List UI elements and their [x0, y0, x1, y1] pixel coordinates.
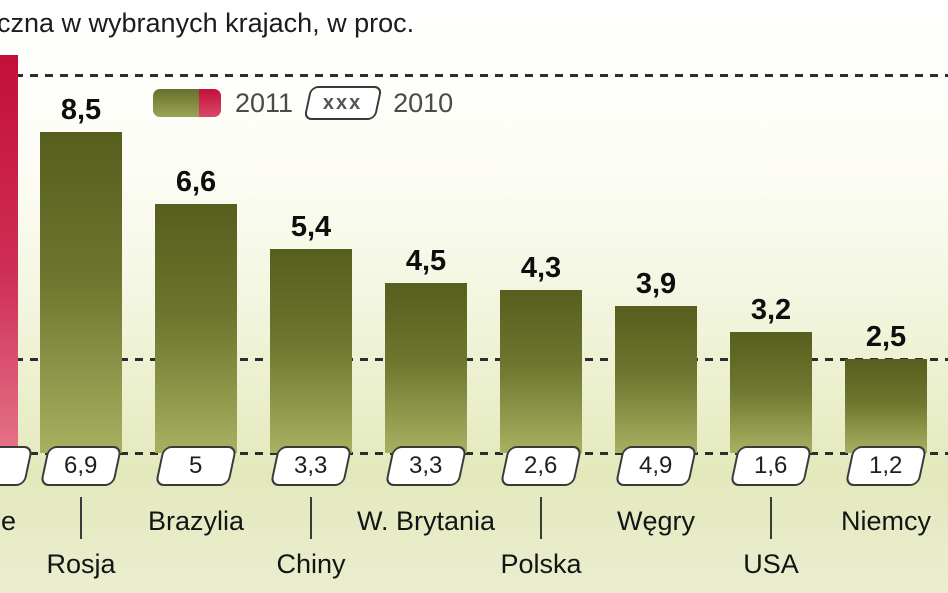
bar-2011-usa	[730, 332, 812, 453]
value-2010-polska: 2,6	[524, 452, 558, 479]
bar-2011-niemcy	[845, 358, 927, 453]
bar-2011-w-brytania	[385, 282, 467, 453]
country-label-niemcy: Niemcy	[840, 506, 931, 536]
legend-swatch-green	[153, 89, 199, 117]
value-2011-label-brazylia: 6,6	[175, 165, 217, 198]
value-2010-niemcy: 1,2	[869, 452, 903, 479]
country-label-polska: Polska	[500, 549, 582, 579]
legend-label-2011: 2011	[235, 87, 294, 118]
value-2011-label-w-gry: 3,9	[635, 267, 677, 300]
gridline-2-5	[0, 357, 948, 361]
value-2010-chiny: 3,3	[294, 452, 328, 479]
value-2010-box-niemcy: 1,2	[844, 446, 928, 486]
value-2010-box-rosja: 6,9	[39, 446, 123, 486]
bar-2011-chiny	[270, 248, 352, 453]
country-label-fragment: e	[1, 506, 17, 536]
value-2010-w-brytania: 3,3	[409, 452, 443, 479]
value-2010-box-polska: 2,6	[499, 446, 583, 486]
bar-partial-e	[0, 55, 18, 453]
value-2010-box-usa: 1,6	[729, 446, 813, 486]
value-2011-label-niemcy: 2,5	[865, 320, 907, 353]
tick-polska	[540, 497, 542, 539]
value-2010-usa: 1,6	[754, 452, 788, 479]
chart-title: czna w wybranych krajach, w proc.	[0, 8, 415, 38]
value-2010-box-brazylia: 5	[154, 446, 238, 486]
legend-label-2010: 2010	[393, 87, 454, 118]
country-label-w-gry: Węgry	[616, 506, 695, 536]
gridline-0	[0, 452, 948, 455]
legend-swatch-2011-icon	[153, 89, 221, 117]
value-2010-box-w-brytania: 3,3	[384, 446, 468, 486]
tick-usa	[770, 497, 772, 539]
country-label-rosja: Rosja	[46, 549, 116, 579]
value-2010-brazylia: 5	[189, 452, 203, 479]
legend: 2011 xxx 2010	[153, 84, 467, 122]
value-2011-label-chiny: 5,4	[290, 210, 332, 243]
country-label-brazylia: Brazylia	[147, 506, 245, 536]
tick-rosja	[80, 497, 82, 539]
value-2010-box-partial	[0, 446, 34, 486]
bar-2011-w-gry	[615, 305, 697, 453]
value-2010-box-w-gry: 4,9	[614, 446, 698, 486]
value-2010-w-gry: 4,9	[639, 452, 673, 479]
value-2010-rosja: 6,9	[64, 452, 98, 479]
value-2011-label-rosja: 8,5	[60, 93, 102, 126]
country-label-usa: USA	[743, 549, 799, 579]
bar-2011-rosja	[40, 131, 122, 453]
value-2010-box-chiny: 3,3	[269, 446, 353, 486]
legend-box-placeholder: xxx	[323, 91, 363, 114]
legend-swatch-red	[199, 89, 221, 117]
bar-2011-brazylia	[155, 203, 237, 453]
value-2011-label-w-brytania: 4,5	[405, 244, 447, 277]
country-label-chiny: Chiny	[276, 549, 346, 579]
gridline-10	[0, 74, 948, 77]
tick-chiny	[310, 497, 312, 539]
country-label-w-brytania: W. Brytania	[356, 506, 496, 536]
legend-2010-box: xxx	[303, 86, 383, 120]
value-2011-label-usa: 3,2	[750, 294, 792, 327]
bar-2011-polska	[500, 290, 582, 453]
value-2011-label-polska: 4,3	[520, 252, 562, 285]
